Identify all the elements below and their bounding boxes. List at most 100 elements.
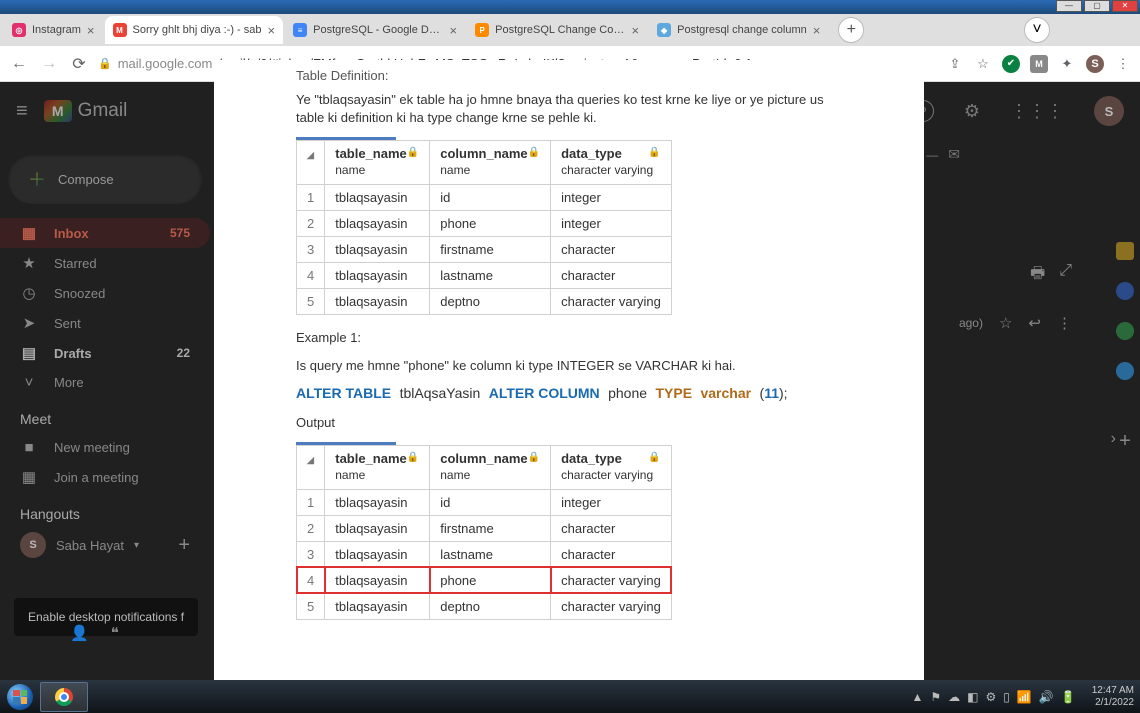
row-number: 3 [297,236,325,262]
sidebar-nav-item[interactable]: ➤ Sent [0,308,210,338]
hangouts-add-icon[interactable]: + [178,534,190,557]
addons-plus-icon[interactable]: + [1119,430,1131,453]
settings-gear-icon[interactable]: ⚙ [964,101,980,122]
tab-close-icon[interactable]: × [87,23,95,38]
calendar-icon[interactable] [1116,282,1134,300]
tray-icon[interactable]: 🔋 [1061,690,1076,704]
browser-tab[interactable]: ◆ Postgresql change column × [649,16,828,44]
sidebar-nav-item[interactable]: ▦ Inbox 575 [0,218,210,248]
row-number: 2 [297,515,325,541]
sidebar-nav-item[interactable]: ▤ Drafts 22 [0,338,210,368]
column-header: data_type🔒character varying [551,446,672,489]
back-button[interactable]: ← [8,53,30,75]
share-icon[interactable]: ⇪ [946,55,964,73]
row-number: 3 [297,541,325,567]
browser-tabs-row: ◎ Instagram ×M Sorry ghlt bhj diya :-) -… [0,14,1140,46]
extensions-icon[interactable]: ✦ [1058,55,1076,73]
forward-button[interactable]: → [38,53,60,75]
cell-column-name: deptno [430,593,551,619]
open-new-icon[interactable]: ⤢ [1059,262,1072,289]
nav-icon: ➤ [20,314,38,332]
tray-icon[interactable]: ▯ [1003,690,1010,704]
cell-table-name: tblaqsayasin [325,593,430,619]
example-description: Is query me hmne "phone" ke column ki ty… [296,357,842,375]
start-button[interactable] [0,680,40,713]
browser-tab[interactable]: ◎ Instagram × [4,16,103,44]
scroll-hint-icon[interactable]: › [1111,430,1116,448]
tray-icon[interactable]: ☁ [948,690,960,704]
tab-close-icon[interactable]: × [450,23,458,38]
tab-favicon: ≡ [293,23,307,37]
compose-button[interactable]: ＋ Compose [8,154,202,204]
cell-data-type: character [551,541,672,567]
contacts-icon[interactable] [1116,362,1134,380]
gmail-logo[interactable]: M Gmail [44,100,128,122]
tray-icon[interactable]: 📶 [1017,690,1032,704]
star-message-icon[interactable]: ☆ [999,314,1012,332]
taskbar-clock[interactable]: 12:47 AM 2/1/2022 [1092,685,1134,708]
bookmark-star-icon[interactable]: ☆ [974,55,992,73]
output-label: Output [296,414,842,432]
reply-icon[interactable]: ↩ [1028,314,1041,332]
nav-label: Drafts [54,346,92,361]
quote-icon[interactable]: ❝ [111,624,119,642]
nav-icon: ▤ [20,344,38,362]
tasks-icon[interactable] [1116,322,1134,340]
print-icon[interactable]: 🖶 [1030,262,1045,289]
sidebar-nav-item[interactable]: ★ Starred [0,248,210,278]
extension-green-icon[interactable]: ✔ [1002,55,1020,73]
account-avatar[interactable]: S [1094,96,1124,126]
meet-item[interactable]: ▦ Join a meeting [0,462,210,492]
tab-favicon: P [475,23,489,37]
tab-close-icon[interactable]: × [632,23,640,38]
cell-column-name: deptno [430,288,551,314]
tray-icon[interactable]: ▲ [912,690,924,704]
more-actions-icon[interactable]: ⋮ [1057,314,1072,332]
cell-data-type: integer [551,489,672,515]
tabs-dropdown-button[interactable]: ˅ [1024,17,1050,43]
window-close-button[interactable]: ✕ [1112,0,1138,12]
meet-icon: ■ [20,439,38,456]
url-host: mail.google.com [118,56,213,71]
nav-count: 575 [170,226,190,240]
reload-button[interactable]: ⟳ [68,53,90,75]
cell-column-name: id [430,489,551,515]
window-minimize-button[interactable]: — [1056,0,1082,12]
example-label: Example 1: [296,329,842,347]
table-definition-heading: Table Definition: [296,68,842,83]
hangouts-user-row[interactable]: S Saba Hayat ▾ + [0,528,210,562]
table-definition-after: ◢table_name🔒namecolumn_name🔒namedata_typ… [296,445,672,619]
sidebar-nav-item[interactable]: ◷ Snoozed [0,278,210,308]
chrome-menu-icon[interactable]: ⋮ [1114,55,1132,73]
browser-tab[interactable]: M Sorry ghlt bhj diya :-) - sab × [105,16,284,44]
profile-avatar-icon[interactable]: S [1086,55,1104,73]
tray-icon[interactable]: ⚙ [986,690,997,704]
tab-favicon: ◆ [657,23,671,37]
tab-close-icon[interactable]: × [268,23,276,38]
cell-column-name: firstname [430,236,551,262]
window-maximize-button[interactable]: ▢ [1084,0,1110,12]
tray-icon[interactable]: ◧ [967,690,978,704]
cell-table-name: tblaqsayasin [325,567,430,593]
keep-icon[interactable] [1116,242,1134,260]
taskbar-chrome-button[interactable] [40,682,88,712]
hamburger-menu-icon[interactable]: ≡ [16,100,28,123]
browser-tab[interactable]: ≡ PostgreSQL - Google Docs × [285,16,465,44]
new-tab-button[interactable]: + [838,17,864,43]
person-icon[interactable]: 👤 [70,624,89,642]
browser-tab[interactable]: P PostgreSQL Change Colum × [467,16,647,44]
nav-label: Snoozed [54,286,105,301]
tray-icon[interactable]: 🔊 [1039,690,1054,704]
lock-icon: 🔒 [648,146,660,159]
meet-item[interactable]: ■ New meeting [0,433,210,462]
sql-statement: ALTER TABLE tblAqsaYasin ALTER COLUMN ph… [296,385,842,402]
cell-data-type: character [551,262,672,288]
extension-m-icon[interactable]: M [1030,55,1048,73]
lock-icon: 🔒 [648,451,660,464]
tab-close-icon[interactable]: × [813,23,821,38]
column-header: data_type🔒character varying [551,141,672,184]
sidebar-nav-item[interactable]: ˅ More [0,368,210,397]
tray-icon[interactable]: ⚑ [930,690,941,704]
apps-grid-icon[interactable]: ⋮⋮⋮ [1010,101,1064,122]
table-row: 3 tblaqsayasin firstname character [297,236,672,262]
